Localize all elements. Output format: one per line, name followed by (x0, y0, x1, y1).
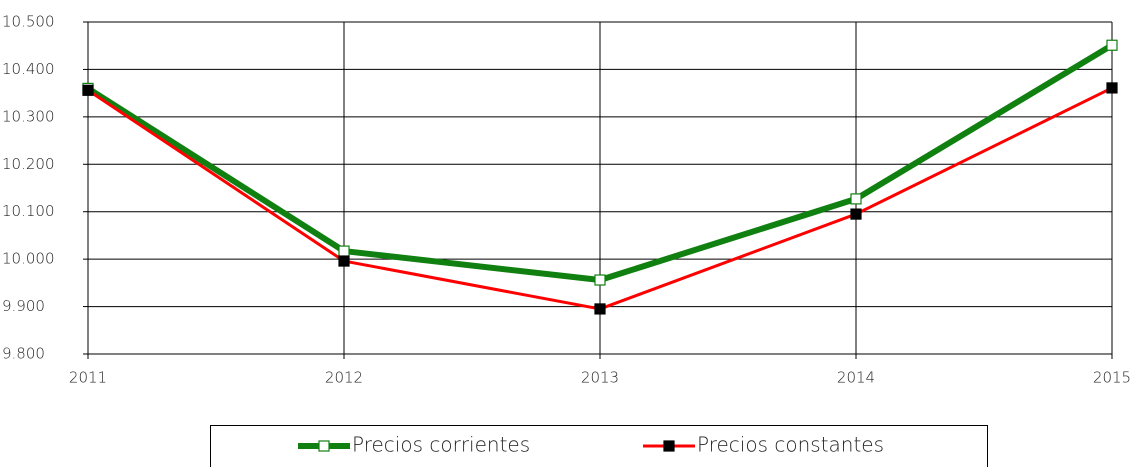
legend-marker (663, 440, 675, 452)
point-marker (1106, 82, 1118, 94)
y-tick-label: 10.100 (2, 202, 55, 220)
y-tick-label: 10.500 (2, 13, 55, 31)
x-tick-label: 2011 (69, 369, 107, 387)
point-marker (850, 193, 862, 205)
x-tick-label: 2013 (581, 369, 619, 387)
x-tick-label: 2014 (837, 369, 875, 387)
point-marker (850, 208, 862, 220)
y-tick-label: 10.300 (2, 107, 55, 125)
point-marker (82, 84, 94, 96)
legend-label: Precios constantes (697, 433, 884, 457)
point-marker (338, 245, 350, 257)
x-tick-label: 2015 (1093, 369, 1131, 387)
legend-marker (318, 440, 330, 452)
point-marker (338, 255, 350, 267)
y-tick-label: 10.400 (2, 60, 55, 78)
y-tick-label: 9.800 (2, 345, 45, 363)
y-tick-label: 10.000 (2, 250, 55, 268)
point-marker (594, 303, 606, 315)
point-marker (1106, 39, 1118, 51)
legend-label: Precios corrientes (352, 433, 530, 457)
y-tick-label: 10.200 (2, 155, 55, 173)
y-tick-label: 9.900 (2, 297, 45, 315)
point-marker (594, 274, 606, 286)
x-tick-label: 2012 (325, 369, 363, 387)
